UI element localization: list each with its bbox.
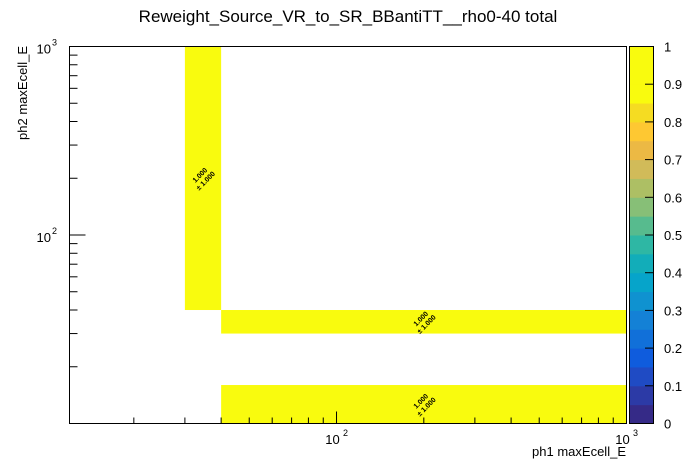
y-tick-exponent: 2 [52, 226, 57, 236]
colorbar-band [629, 348, 653, 368]
colorbar-band [629, 84, 653, 104]
colorbar-tick-label: 0.7 [664, 153, 682, 168]
colorbar-band [629, 46, 653, 66]
colorbar-tick-label: 0.4 [664, 266, 682, 281]
y-tick-label: 10 [37, 42, 51, 57]
colorbar-band [629, 140, 653, 161]
heatmap-cell [184, 46, 222, 311]
colorbar-band [629, 291, 653, 311]
colorbar-band [629, 310, 653, 330]
colorbar-tick-label: 0.9 [664, 77, 682, 92]
x-tick-label: 10 [325, 432, 339, 447]
colorbar-tick-label: 0.2 [664, 341, 682, 356]
cells-layer [184, 46, 627, 424]
colorbar-band [629, 65, 653, 85]
axis-ticks [69, 46, 627, 424]
colorbar-tick-label: 0 [664, 417, 671, 432]
colorbar-band [629, 253, 653, 274]
colorbar-tick-label: 0.5 [664, 228, 682, 243]
x-tick-exponent: 3 [633, 428, 638, 438]
colorbar-band [629, 103, 653, 123]
colorbar-band [629, 385, 653, 406]
colorbar-tick-label: 0.1 [664, 379, 682, 394]
colorbar-band [629, 235, 653, 255]
colorbar-band [629, 216, 653, 236]
colorbar-tick-label: 0.8 [664, 115, 682, 130]
colorbar-band [629, 121, 653, 142]
y-tick-label: 10 [37, 230, 51, 245]
x-tick-exponent: 2 [343, 428, 348, 438]
colorbar-labels: 0 0.1 0.2 0.3 0.4 0.5 0.6 0.7 0.8 0.9 1 [664, 40, 682, 432]
colorbar-band [629, 197, 653, 217]
colorbar-frame [629, 46, 654, 424]
y-axis-label: ph2 maxEcell_E [15, 46, 30, 140]
colorbar-band [629, 366, 653, 387]
chart-title: Reweight_Source_VR_to_SR_BBantiTT__rho0-… [139, 7, 558, 26]
colorbar-tick-label: 0.6 [664, 190, 682, 205]
heatmap-cell [221, 385, 627, 424]
x-tick-label: 10 [615, 432, 629, 447]
colorbar-band [629, 159, 653, 179]
heatmap-cell [221, 310, 627, 334]
colorbar-tick-label: 0.3 [664, 303, 682, 318]
colorbar-tick-label: 1 [664, 40, 671, 55]
colorbar-band [629, 178, 653, 198]
x-tick-labels: 10 2 10 3 [325, 428, 638, 447]
colorbar-band [629, 272, 653, 293]
colorbar-band [629, 329, 653, 349]
x-axis-label: ph1 maxEcell_E [532, 444, 626, 459]
colorbar-band [629, 404, 653, 424]
y-tick-exponent: 3 [52, 38, 57, 48]
colorbar [629, 46, 654, 424]
plot-frame [69, 46, 627, 424]
